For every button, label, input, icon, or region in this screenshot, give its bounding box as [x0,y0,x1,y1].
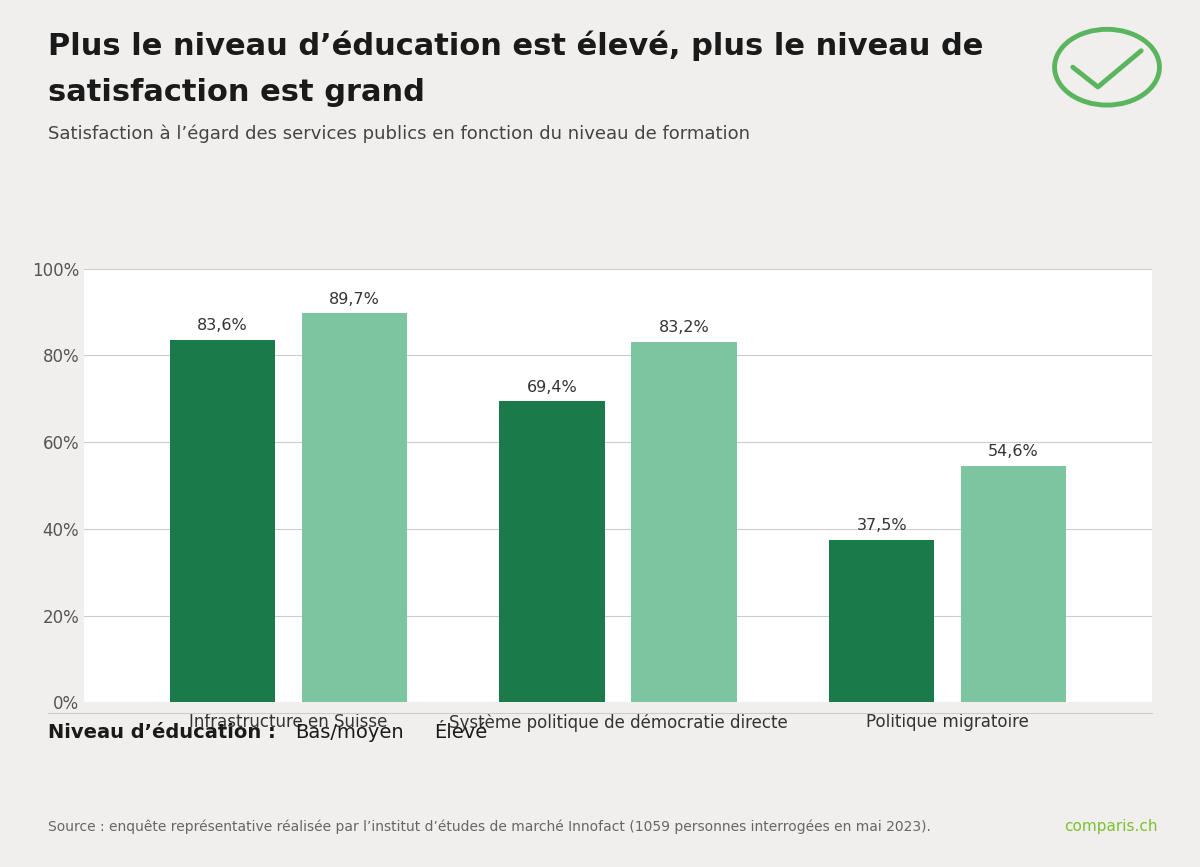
Text: 54,6%: 54,6% [988,444,1039,460]
Bar [169,340,275,702]
Bar [301,314,407,702]
Text: comparis.ch: comparis.ch [1064,819,1158,834]
Text: Bas/moyen: Bas/moyen [295,723,404,742]
Text: 89,7%: 89,7% [329,292,379,307]
Text: 83,6%: 83,6% [197,318,248,334]
Text: Élevé: Élevé [434,723,487,742]
Text: 83,2%: 83,2% [659,320,709,336]
Bar [499,401,605,702]
Text: 69,4%: 69,4% [527,380,577,395]
Text: satisfaction est grand: satisfaction est grand [48,78,425,107]
Text: Plus le niveau d’éducation est élevé, plus le niveau de: Plus le niveau d’éducation est élevé, pl… [48,30,983,61]
Bar [829,539,935,702]
Text: Satisfaction à l’égard des services publics en fonction du niveau de formation: Satisfaction à l’égard des services publ… [48,125,750,143]
Bar [631,342,737,702]
Bar [961,466,1067,702]
Text: Source : enquête représentative réalisée par l’institut d’études de marché Innof: Source : enquête représentative réalisée… [48,819,931,834]
Text: Niveau d’éducation :: Niveau d’éducation : [48,723,276,742]
Text: 37,5%: 37,5% [857,518,907,533]
